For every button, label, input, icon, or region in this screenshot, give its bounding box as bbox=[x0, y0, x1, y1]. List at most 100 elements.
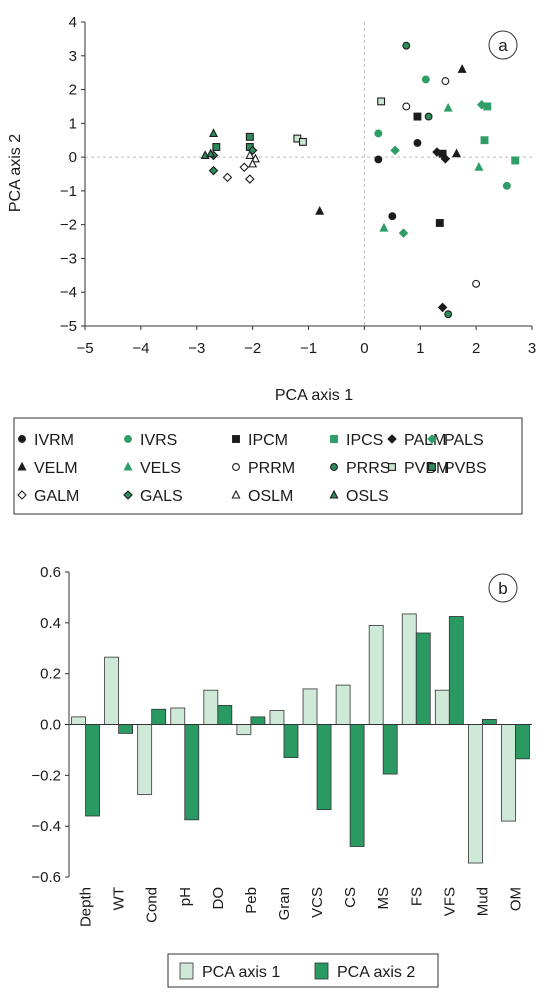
legend-label-pvbm: PVBM bbox=[404, 460, 449, 477]
y-tick-label: −1 bbox=[60, 183, 77, 200]
data-point-ivrm bbox=[388, 212, 397, 221]
loadings-bar-panel: −0.6 −0.4 −0.2 0.0 0.2 0.4 0.6 Depth WT Cond pH DO P… bbox=[31, 564, 532, 927]
y-tick-label: 1 bbox=[69, 115, 77, 132]
data-point-prrs bbox=[424, 112, 433, 121]
data-point-oslm bbox=[248, 158, 258, 168]
y-tick-label: −2 bbox=[60, 217, 77, 234]
bar-cond-axis2 bbox=[151, 708, 167, 725]
data-point-galm bbox=[239, 162, 250, 173]
data-point-ivrs bbox=[421, 75, 430, 84]
panel-label-text: a bbox=[498, 36, 508, 55]
bar-axes: −0.6 −0.4 −0.2 0.0 0.2 0.4 0.6 Depth WT Cond pH DO P… bbox=[31, 564, 532, 927]
data-point-vels bbox=[474, 162, 484, 171]
legend-label-pvbs: PVBS bbox=[444, 460, 487, 477]
bar-mud-axis2 bbox=[481, 719, 497, 725]
data-point-ipcm bbox=[435, 219, 444, 227]
panel-label-circle bbox=[488, 30, 518, 60]
data-point-pvbm bbox=[377, 97, 386, 106]
y-tick-label: −5 bbox=[60, 318, 77, 335]
legend-label-oslm: OSLM bbox=[248, 488, 293, 505]
x-tick-label: 2 bbox=[472, 340, 480, 357]
data-point-palm bbox=[440, 154, 451, 164]
panel-label-text: b bbox=[498, 579, 507, 598]
legend-label-ivrs: IVRS bbox=[140, 432, 177, 449]
data-point-osls bbox=[206, 148, 216, 158]
data-point-ipcm bbox=[413, 112, 422, 121]
legend-marker-ipcm bbox=[232, 435, 240, 443]
bar-gran-axis1 bbox=[269, 710, 285, 725]
data-point-velm bbox=[315, 205, 325, 215]
legend-label-axis1: PCA axis 1 bbox=[202, 964, 280, 981]
bar-vfs-axis2 bbox=[448, 616, 464, 725]
category-label: WT bbox=[111, 887, 128, 910]
legend-swatch-axis1 bbox=[179, 962, 194, 980]
bar-gran-axis2 bbox=[283, 724, 299, 758]
category-label: FS bbox=[408, 887, 425, 906]
y-tick-label: −0.6 bbox=[31, 869, 61, 886]
data-point-osls bbox=[209, 128, 219, 138]
y-tick-label: −0.4 bbox=[31, 818, 61, 835]
legend-label-prrm: PRRM bbox=[248, 460, 295, 477]
legend-marker-palm bbox=[387, 434, 397, 444]
legend-label-prrs: PRRS bbox=[346, 460, 390, 477]
data-point-pvbs bbox=[245, 132, 254, 141]
bar-fs-axis1 bbox=[401, 613, 417, 725]
x-tick-label: 1 bbox=[416, 340, 424, 357]
x-tick-label: −5 bbox=[76, 340, 93, 357]
bar-peb-axis1 bbox=[236, 724, 252, 736]
category-label: DO bbox=[210, 887, 227, 910]
x-axis-label: PCA axis 1 bbox=[275, 387, 353, 404]
data-point-ipcs bbox=[480, 136, 489, 145]
y-tick-label: 0.0 bbox=[40, 717, 61, 734]
bar-om-axis2 bbox=[515, 724, 530, 760]
bar-depth-axis1 bbox=[71, 716, 86, 725]
category-label: pH bbox=[177, 887, 194, 906]
data-point-ipcs bbox=[511, 156, 520, 165]
x-tick-label: −3 bbox=[188, 340, 205, 357]
legend-marker-ivrs bbox=[124, 435, 132, 443]
reference-lines bbox=[85, 22, 532, 326]
legend-label-osls: OSLS bbox=[346, 488, 389, 505]
category-label: OM bbox=[507, 887, 524, 911]
data-point-gals bbox=[208, 165, 219, 176]
bar-vcs-axis1 bbox=[302, 688, 318, 725]
legend-marker-pvbm bbox=[388, 463, 396, 471]
legend-marker-oslm bbox=[231, 489, 241, 499]
bar-wt-axis1 bbox=[104, 656, 120, 725]
category-label: MS bbox=[375, 887, 392, 910]
y-tick-label: −4 bbox=[60, 284, 77, 301]
bar-do-axis2 bbox=[217, 705, 233, 725]
legend-label-axis2: PCA axis 2 bbox=[337, 964, 415, 981]
data-point-ivrm bbox=[374, 155, 383, 164]
data-point-prrm bbox=[472, 279, 481, 288]
category-label: VFS bbox=[441, 887, 458, 916]
legend-label-palm: PALM bbox=[404, 432, 446, 449]
y-tick-label: 0 bbox=[69, 149, 77, 166]
data-point-oslm bbox=[245, 150, 255, 159]
scatter-points bbox=[200, 41, 520, 319]
panel-label-circle bbox=[488, 573, 518, 603]
bar-ph-axis2 bbox=[184, 724, 200, 821]
data-point-velm bbox=[452, 148, 462, 158]
data-point-pals bbox=[390, 145, 400, 156]
data-point-pvbs bbox=[212, 143, 221, 151]
bar-legend: PCA axis 1 PCA axis 2 bbox=[167, 953, 439, 988]
legend-box bbox=[167, 953, 439, 988]
scatter-axes: −5 −4 −3 −2 −1 0 1 2 3 4 −5 −4 −3 −2 −1 0 1 2 3 bbox=[60, 14, 536, 357]
x-tick-label: 3 bbox=[528, 340, 536, 357]
data-point-vels bbox=[443, 102, 453, 112]
bar-vfs-axis1 bbox=[434, 689, 450, 725]
bar-vcs-axis2 bbox=[316, 724, 332, 811]
legend-marker-prrs bbox=[330, 463, 338, 471]
y-tick-label: 0.6 bbox=[40, 564, 61, 581]
y-tick-label: 4 bbox=[69, 14, 77, 31]
panel-label-a: a bbox=[488, 30, 518, 60]
category-label: Gran bbox=[276, 887, 293, 920]
legend-marker-ipcs bbox=[330, 435, 338, 443]
pca-scatter-panel: −5 −4 −3 −2 −1 0 1 2 3 4 −5 −4 −3 −2 −1 0 1 2 3 a PCA axis… bbox=[7, 14, 536, 404]
bars bbox=[71, 613, 530, 864]
data-point-palm bbox=[437, 302, 448, 313]
legend-marker-velm bbox=[17, 461, 27, 471]
data-point-galm bbox=[222, 172, 233, 183]
data-point-galm bbox=[245, 174, 255, 184]
